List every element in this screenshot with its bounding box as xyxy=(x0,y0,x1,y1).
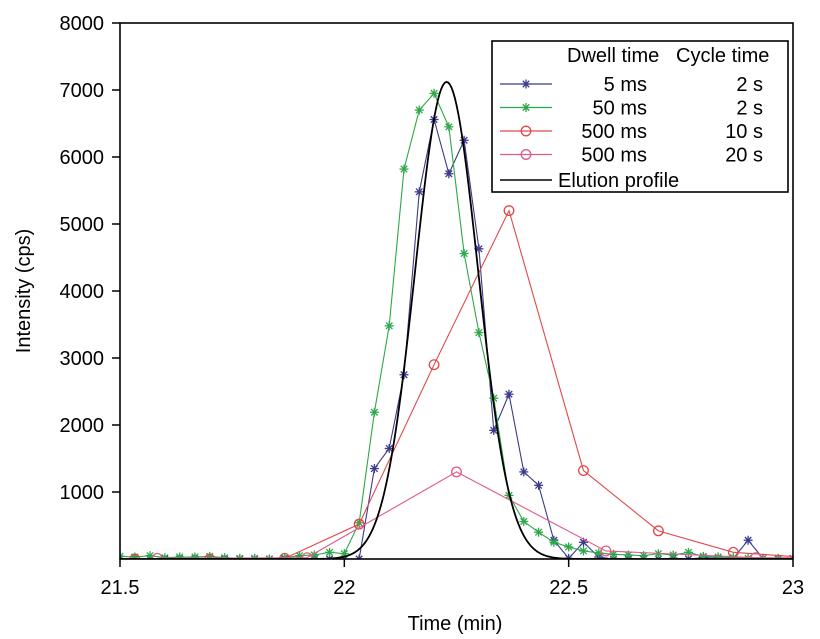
data-point xyxy=(428,359,440,371)
data-point xyxy=(600,545,612,557)
data-point xyxy=(301,552,313,559)
data-point xyxy=(414,187,424,197)
data-point xyxy=(519,467,529,477)
data-point xyxy=(503,205,515,217)
data-point xyxy=(264,554,274,559)
y-tick-label: 4000 xyxy=(60,281,105,303)
data-point xyxy=(489,425,499,435)
legend-cycle-value: 2 s xyxy=(736,98,763,120)
legend-cycle-value: 20 s xyxy=(725,145,763,167)
data-point xyxy=(803,553,813,563)
data-point xyxy=(459,135,469,145)
data-point xyxy=(369,464,379,474)
data-point xyxy=(369,407,379,417)
series-line xyxy=(134,209,793,559)
x-tick-label: 23 xyxy=(782,577,804,599)
legend: Dwell time Cycle time 5 ms 2 s50 ms 2 s500… xyxy=(491,40,789,193)
legend-dwell-value: 50 ms xyxy=(593,98,647,120)
legend-entry: 50 ms 2 s xyxy=(500,98,763,120)
data-point xyxy=(384,321,394,331)
data-point xyxy=(668,550,678,559)
data-point xyxy=(204,553,216,559)
y-tick-label: 2000 xyxy=(60,415,105,437)
data-point xyxy=(564,542,574,552)
data-point xyxy=(743,535,753,545)
data-point xyxy=(474,328,484,338)
data-point xyxy=(713,552,723,559)
y-tick-label: 3000 xyxy=(60,348,105,370)
legend-dwell-value: 5 ms xyxy=(604,74,647,96)
data-point xyxy=(354,554,364,559)
data-point xyxy=(683,547,693,557)
data-point xyxy=(750,552,762,559)
legend-elution-label: Elution profile xyxy=(558,170,679,192)
data-point xyxy=(519,516,529,526)
data-point xyxy=(451,466,462,478)
data-point xyxy=(414,105,424,115)
data-point xyxy=(578,546,588,556)
legend-header-dwell: Dwell time xyxy=(567,45,659,67)
legend-marker xyxy=(521,103,531,112)
legend-dwell-value: 500 ms xyxy=(581,145,647,167)
data-point xyxy=(129,553,141,559)
legend-header-cycle: Cycle time xyxy=(676,45,769,67)
data-point xyxy=(459,248,469,258)
legend-entry: 500 ms 20 s xyxy=(500,145,763,167)
data-point xyxy=(325,547,335,557)
data-point xyxy=(549,537,559,547)
data-point xyxy=(444,169,454,179)
y-tick-label: 1000 xyxy=(60,482,105,504)
data-point xyxy=(534,480,544,490)
legend-marker xyxy=(520,149,532,160)
data-point xyxy=(652,525,664,537)
legend-cycle-value: 10 s xyxy=(725,121,763,143)
y-tick-label: 8000 xyxy=(60,13,105,35)
data-point xyxy=(175,552,185,559)
y-tick-label: 5000 xyxy=(60,214,105,236)
y-tick-label: 6000 xyxy=(60,147,105,169)
series-line xyxy=(157,471,793,559)
data-point xyxy=(429,88,439,98)
data-point xyxy=(190,552,200,559)
legend-marker xyxy=(521,79,531,89)
legend-entry: 500 ms 10 s xyxy=(500,121,763,143)
legend-dwell-value: 500 ms xyxy=(581,121,647,143)
data-point xyxy=(399,164,409,174)
series-layer xyxy=(120,81,813,563)
data-point xyxy=(504,389,514,399)
x-tick-label: 21.5 xyxy=(101,577,140,599)
legend-marker xyxy=(520,125,532,137)
data-point xyxy=(353,518,365,530)
x-tick-label: 22 xyxy=(333,577,355,599)
axes-layer: 21.5 22 22.5 23 1000 2000 3000 4000 5000 6000 7000… xyxy=(60,13,805,599)
y-axis-label: Intensity (cps) xyxy=(13,229,35,353)
series-dwell-500ms-20s xyxy=(151,466,793,559)
x-axis-label: Time (min) xyxy=(408,613,503,635)
data-point xyxy=(534,527,544,537)
data-point xyxy=(578,465,589,477)
x-tick-label: 22.5 xyxy=(549,577,588,599)
legend-cycle-value: 2 s xyxy=(736,74,763,96)
series-dwell-500ms-10s xyxy=(129,205,813,563)
legend-box xyxy=(491,40,789,193)
y-tick-label: 7000 xyxy=(60,80,105,102)
legend-entry: 5 ms 2 s xyxy=(500,74,763,96)
data-point xyxy=(444,122,454,132)
elution-profile-line xyxy=(120,81,793,559)
